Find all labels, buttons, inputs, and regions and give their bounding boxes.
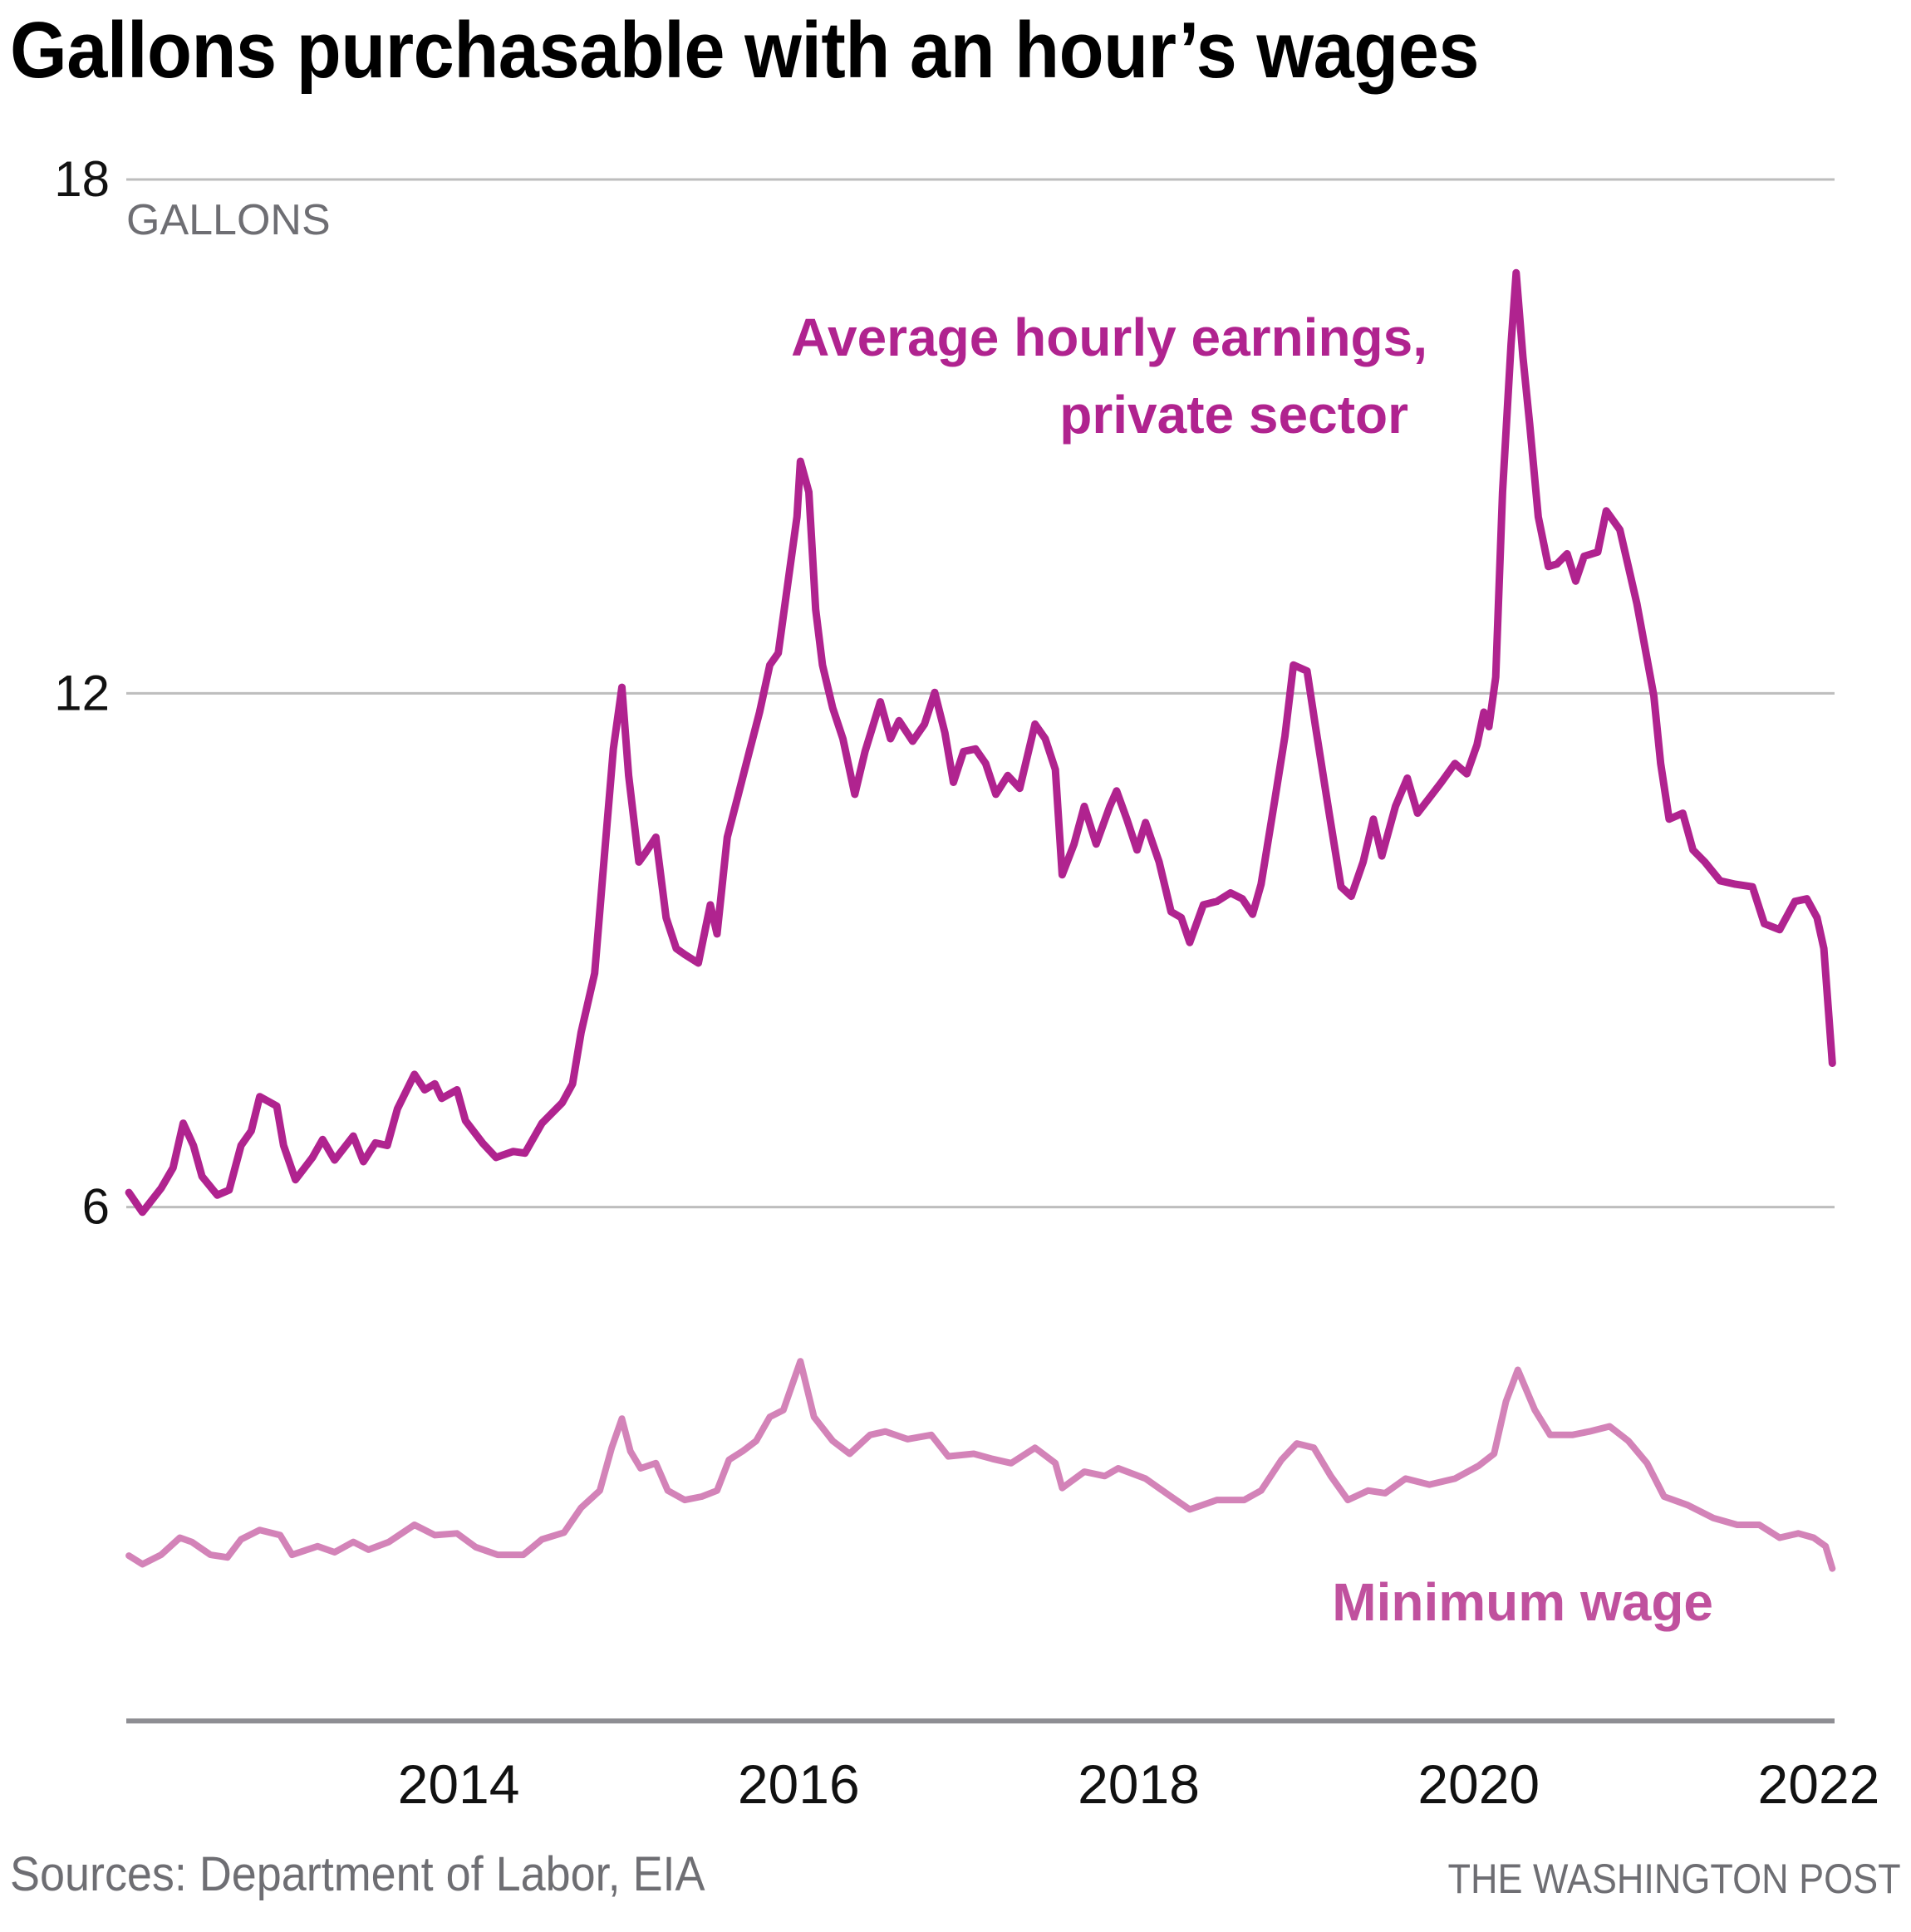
x-tick-label: 2022 — [1758, 1753, 1880, 1815]
x-tick-label: 2016 — [738, 1753, 860, 1815]
series-label-minimum-wage: Minimum wage — [1332, 1572, 1713, 1632]
gridlines — [126, 178, 1835, 1209]
x-axis-ticks: 2014 2016 2018 2020 2022 — [398, 1753, 1880, 1815]
y-axis-unit-label: GALLONS — [126, 196, 331, 244]
y-tick-label: 6 — [82, 1179, 110, 1235]
series-line-average-hourly-earnings — [125, 268, 1836, 1217]
source-note: Sources: Department of Labor, EIA — [10, 1847, 705, 1901]
x-tick-label: 2020 — [1417, 1753, 1540, 1815]
x-tick-label: 2018 — [1078, 1753, 1200, 1815]
y-tick-label: 18 — [54, 151, 110, 207]
publisher-credit: THE WASHINGTON POST — [1447, 1856, 1901, 1902]
series-line-minimum-wage — [125, 1358, 1836, 1572]
series-lines — [125, 268, 1836, 1572]
x-tick-label: 2014 — [398, 1753, 520, 1815]
series-label-average-hourly-earnings-line2: private sector — [1059, 385, 1408, 445]
series-label-average-hourly-earnings: Average hourly earnings, — [791, 307, 1427, 367]
chart-title: Gallons purchasable with an hour’s wages — [10, 6, 1480, 95]
y-axis-ticks: 18 12 6 — [54, 151, 110, 1235]
series-annotations: Average hourly earnings, private sector Mi… — [791, 307, 1713, 1632]
y-tick-label: 12 — [54, 665, 110, 720]
